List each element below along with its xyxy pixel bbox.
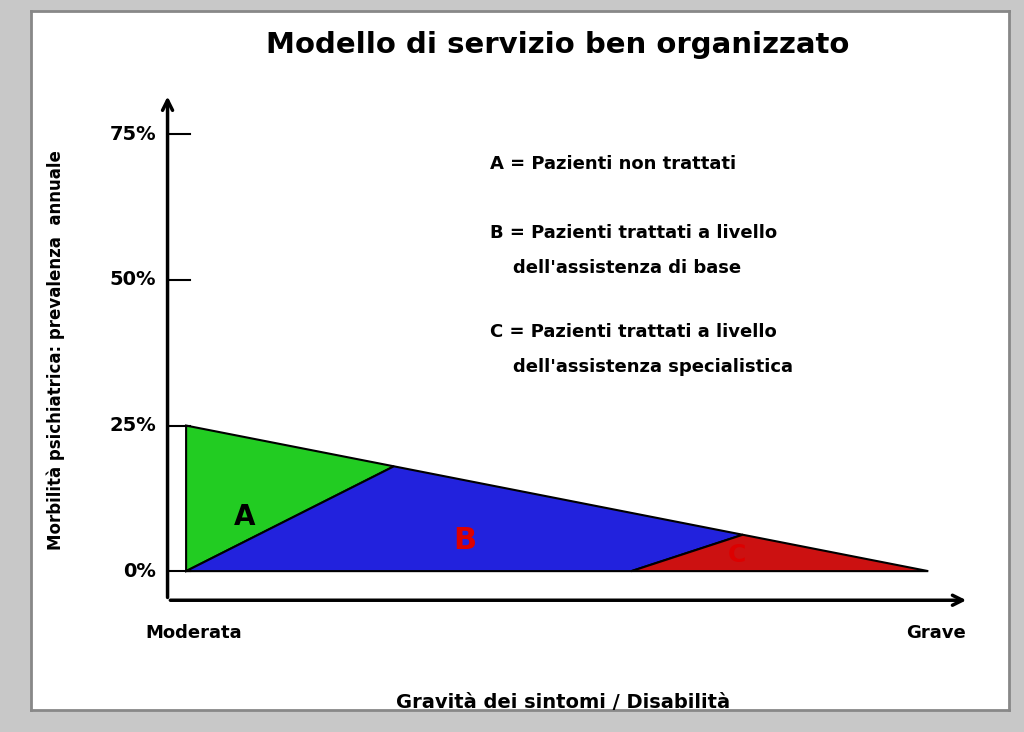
- Text: 25%: 25%: [110, 416, 157, 435]
- Text: Grave: Grave: [906, 624, 966, 641]
- Text: A: A: [234, 503, 256, 531]
- Text: Gravità dei sintomi / Disabilità: Gravità dei sintomi / Disabilità: [396, 693, 730, 712]
- Text: B: B: [454, 526, 476, 555]
- Text: 50%: 50%: [110, 271, 157, 289]
- Polygon shape: [186, 466, 742, 571]
- Text: 0%: 0%: [124, 561, 157, 580]
- Text: dell'assistenza specialistica: dell'assistenza specialistica: [513, 359, 793, 376]
- Text: 75%: 75%: [110, 125, 157, 144]
- Polygon shape: [632, 535, 929, 571]
- Text: C = Pazienti trattati a livello: C = Pazienti trattati a livello: [490, 324, 777, 341]
- Text: A = Pazienti non trattati: A = Pazienti non trattati: [490, 154, 736, 173]
- Text: B = Pazienti trattati a livello: B = Pazienti trattati a livello: [490, 225, 777, 242]
- Text: Moderata: Moderata: [145, 624, 242, 641]
- Polygon shape: [186, 425, 394, 571]
- Text: Morbilità psichiatrica: prevalenza  annuale: Morbilità psichiatrica: prevalenza annua…: [47, 150, 66, 550]
- Text: Modello di servizio ben organizzato: Modello di servizio ben organizzato: [265, 31, 849, 59]
- Text: dell'assistenza di base: dell'assistenza di base: [513, 259, 740, 277]
- Text: C: C: [728, 543, 746, 567]
